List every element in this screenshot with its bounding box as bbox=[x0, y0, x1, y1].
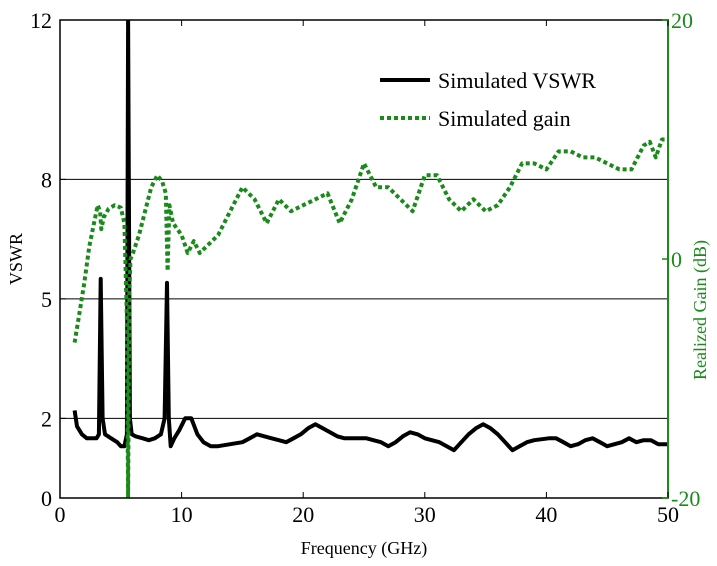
x-tick-label-0: 0 bbox=[55, 502, 66, 527]
series-line-gain bbox=[72, 137, 668, 498]
tick-marks bbox=[59, 19, 669, 499]
legend-label-gain: Simulated gain bbox=[438, 106, 571, 131]
grid-lines bbox=[60, 178, 668, 419]
tick-labels: 0 10 20 30 40 50 0 2 5 8 12 -20 0 20 bbox=[30, 8, 700, 527]
y-axis-label: VSWR bbox=[6, 233, 26, 285]
x-axis-label: Frequency (GHz) bbox=[301, 538, 427, 559]
series-line-vswr bbox=[72, 20, 668, 453]
y2-axis-label: Realized Gain (dB) bbox=[690, 240, 711, 380]
y-tick-label-1: 2 bbox=[41, 406, 52, 431]
y2-tick-label-0: -20 bbox=[671, 486, 700, 511]
y2-tick-label-1: 0 bbox=[671, 247, 682, 272]
x-tick-label-5: 50 bbox=[657, 502, 679, 527]
y-tick-label-3: 8 bbox=[41, 167, 52, 192]
y-tick-label-0: 0 bbox=[41, 486, 52, 511]
x-tick-label-4: 40 bbox=[535, 502, 557, 527]
x-tick-label-3: 30 bbox=[414, 502, 436, 527]
x-tick-label-1: 10 bbox=[171, 502, 193, 527]
y2-tick-label-2: 20 bbox=[671, 8, 693, 33]
legend-label-vswr: Simulated VSWR bbox=[438, 68, 596, 93]
y-tick-label-2: 5 bbox=[41, 287, 52, 312]
series-layer bbox=[72, 20, 668, 498]
legend: Simulated VSWR Simulated gain bbox=[380, 68, 596, 131]
y-tick-label-4: 12 bbox=[30, 8, 52, 33]
x-tick-label-2: 20 bbox=[292, 502, 314, 527]
